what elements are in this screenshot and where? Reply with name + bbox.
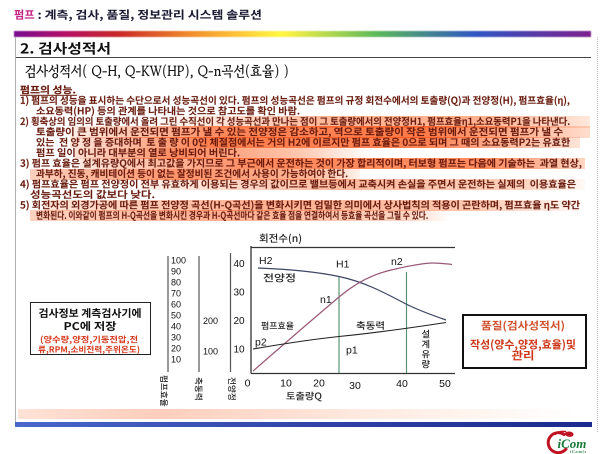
svg-text:H2: H2 (259, 255, 273, 267)
svg-text:n2: n2 (391, 256, 403, 268)
svg-text:iComis: iComis (570, 449, 587, 454)
svg-text:20: 20 (171, 344, 181, 354)
svg-text:40: 40 (171, 322, 181, 332)
svg-text:50: 50 (171, 311, 181, 321)
svg-text:20: 20 (313, 378, 325, 390)
svg-text:n1: n1 (320, 294, 332, 306)
svg-text:40: 40 (396, 378, 408, 390)
svg-text:100: 100 (203, 347, 218, 357)
svg-text:80: 80 (171, 278, 181, 288)
svg-text:0: 0 (245, 378, 251, 390)
svg-text:iCom: iCom (558, 436, 587, 451)
svg-text:30: 30 (349, 380, 361, 392)
svg-text:H1: H1 (336, 259, 350, 271)
svg-text:30: 30 (234, 287, 246, 298)
svg-text:70: 70 (171, 289, 181, 299)
svg-text:p2: p2 (255, 337, 267, 349)
svg-text:20: 20 (234, 316, 246, 327)
svg-text:10: 10 (280, 378, 292, 390)
svg-text:10: 10 (171, 355, 181, 365)
svg-text:30: 30 (171, 333, 181, 343)
svg-text:10: 10 (234, 345, 246, 356)
svg-text:50: 50 (439, 378, 451, 390)
svg-text:p1: p1 (346, 345, 358, 357)
svg-text:90: 90 (171, 267, 181, 277)
svg-text:100: 100 (171, 256, 186, 266)
svg-text:200: 200 (203, 316, 218, 326)
svg-text:60: 60 (171, 300, 181, 310)
svg-text:40: 40 (234, 259, 246, 270)
